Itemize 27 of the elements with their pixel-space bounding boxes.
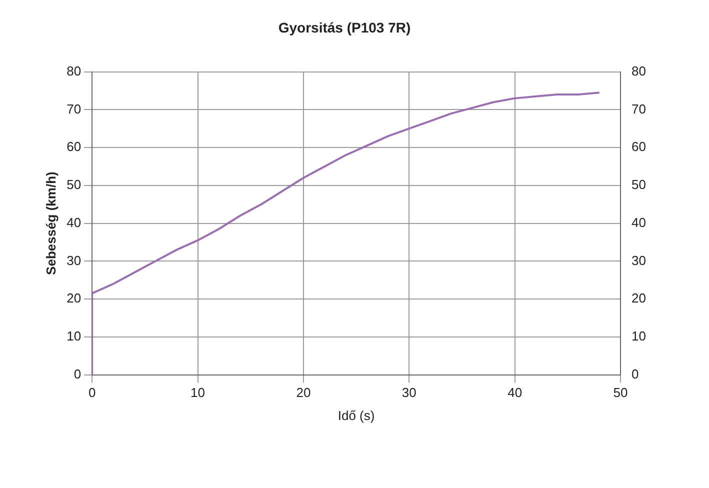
chart-title: Gyorsitás (P103 7R) bbox=[278, 19, 411, 36]
y-tick-label: 0 bbox=[74, 366, 82, 382]
y2-tick-label: 30 bbox=[632, 252, 646, 268]
x-tick-label: 40 bbox=[508, 385, 522, 400]
x-tick-label: 10 bbox=[190, 385, 205, 400]
y-tick-label: 70 bbox=[66, 101, 82, 116]
y2-tick-label: 40 bbox=[632, 214, 646, 230]
y2-tick-label: 20 bbox=[632, 290, 646, 306]
y2-tick-label: 10 bbox=[632, 328, 646, 344]
y-axis-title: Sebesség (km/h) bbox=[43, 172, 58, 275]
y-tick-label: 60 bbox=[66, 139, 82, 154]
x-axis-title: Idő (s) bbox=[338, 408, 375, 423]
x-tick-label: 20 bbox=[296, 385, 311, 400]
y-tick-label: 80 bbox=[66, 63, 82, 78]
y-tick-label: 50 bbox=[66, 177, 82, 192]
x-tick-label: 30 bbox=[402, 385, 416, 400]
y-tick-label: 30 bbox=[66, 252, 82, 268]
y2-tick-label: 50 bbox=[632, 177, 646, 192]
y2-tick-label: 70 bbox=[632, 101, 646, 116]
y-tick-label: 40 bbox=[66, 214, 82, 230]
y2-tick-label: 0 bbox=[632, 366, 639, 382]
y-tick-label: 20 bbox=[66, 290, 82, 306]
y2-tick-label: 60 bbox=[632, 139, 646, 154]
x-tick-label: 50 bbox=[613, 385, 628, 400]
x-tick-label: 0 bbox=[88, 385, 96, 400]
y2-tick-label: 80 bbox=[632, 63, 646, 78]
y-tick-label: 10 bbox=[66, 328, 82, 344]
